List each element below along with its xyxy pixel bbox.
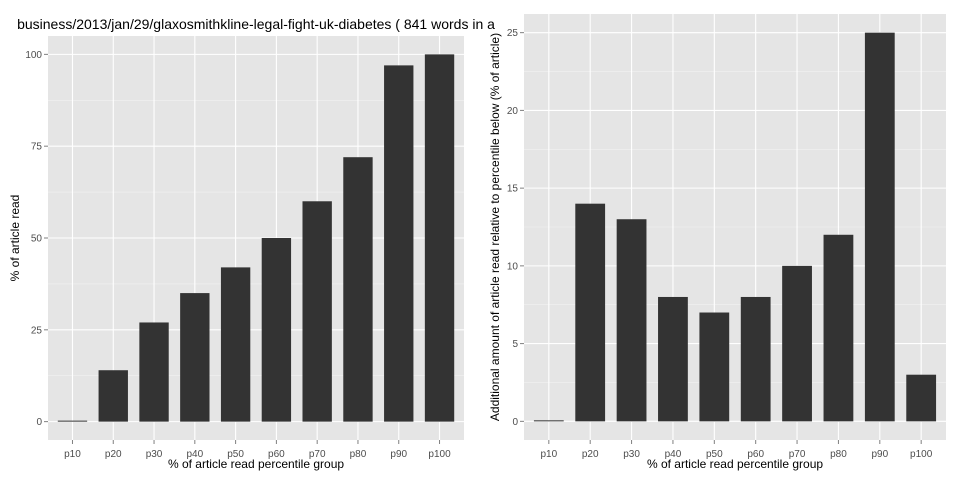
right-y-tick-label: 25 — [507, 28, 519, 39]
left-y-tick-label: 100 — [25, 50, 42, 61]
left-y-tick-label: 50 — [31, 234, 43, 245]
left-x-tick-label: p80 — [350, 449, 367, 460]
right-chart-panel: 0 5 10 15 20 25 p10 p20 p30 p40 p50 p60 p70 p80 p90 p10… — [488, 14, 946, 471]
left-bar-p40 — [180, 293, 210, 422]
right-x-tick-label: p40 — [665, 449, 682, 460]
right-bar-p30 — [616, 219, 647, 422]
right-y-tick-label: 0 — [512, 417, 518, 428]
left-x-tick-label: p100 — [428, 449, 451, 460]
right-x-tick-label: p50 — [706, 449, 723, 460]
left-x-axis-title: % of article read percentile group — [168, 457, 344, 471]
right-bar-p50 — [699, 312, 730, 422]
right-bar-p90 — [864, 32, 895, 422]
right-bar-p40 — [658, 296, 688, 422]
right-bar-p100 — [906, 374, 937, 422]
right-x-tick-label: p70 — [789, 449, 806, 460]
left-x-tick-label: p50 — [227, 449, 244, 460]
left-x-tick-label: p40 — [186, 449, 203, 460]
left-chart-title: business/2013/jan/29/glaxosmithkline-leg… — [17, 16, 495, 32]
right-y-tick-label: 15 — [507, 184, 519, 195]
right-bar-p70 — [782, 265, 812, 422]
left-x-tick-label: p20 — [105, 449, 122, 460]
left-bar-p60 — [261, 238, 292, 422]
left-bar-p90 — [384, 65, 414, 422]
left-y-tick-label: 25 — [31, 325, 43, 336]
left-x-tick-label: p70 — [309, 449, 326, 460]
left-y-axis-title: % of article read — [8, 195, 22, 282]
left-bar-p50 — [220, 267, 251, 422]
left-x-tick-label: p10 — [64, 449, 81, 460]
left-x-tick-label: p90 — [390, 449, 407, 460]
left-bar-p70 — [302, 201, 332, 422]
left-x-tick-label: p30 — [146, 449, 163, 460]
right-x-tick-label: p90 — [871, 449, 888, 460]
right-x-tick-label: p60 — [747, 449, 764, 460]
right-bar-p20 — [575, 203, 606, 422]
right-y-tick-label: 5 — [512, 339, 518, 350]
right-y-tick-label: 20 — [507, 106, 519, 117]
left-y-tick-label: 75 — [31, 142, 43, 153]
right-y-axis-title: Additional amount of article read relati… — [488, 33, 502, 421]
right-x-tick-label: p30 — [623, 449, 640, 460]
right-x-tick-label: p80 — [830, 449, 847, 460]
right-bar-p60 — [740, 296, 771, 422]
left-bar-p10 — [57, 420, 88, 422]
left-bar-p30 — [139, 322, 169, 422]
right-x-tick-label: p10 — [540, 449, 557, 460]
left-bar-p20 — [98, 370, 128, 422]
right-x-tick-label: p20 — [582, 449, 599, 460]
right-bar-p80 — [823, 234, 854, 422]
left-chart-panel: 0 25 50 75 100 p10 p20 p30 p40 p50 p60 p70 p80 p90 p10… — [8, 36, 464, 471]
right-x-tick-label: p100 — [910, 449, 933, 460]
right-y-tick-label: 10 — [507, 261, 519, 272]
left-y-tick-label: 0 — [36, 417, 42, 428]
left-bar-p80 — [343, 157, 373, 422]
left-bar-p100 — [424, 54, 455, 422]
right-bar-p10 — [533, 420, 564, 422]
left-x-tick-label: p60 — [268, 449, 285, 460]
right-x-axis-title: % of article read percentile group — [647, 457, 823, 471]
